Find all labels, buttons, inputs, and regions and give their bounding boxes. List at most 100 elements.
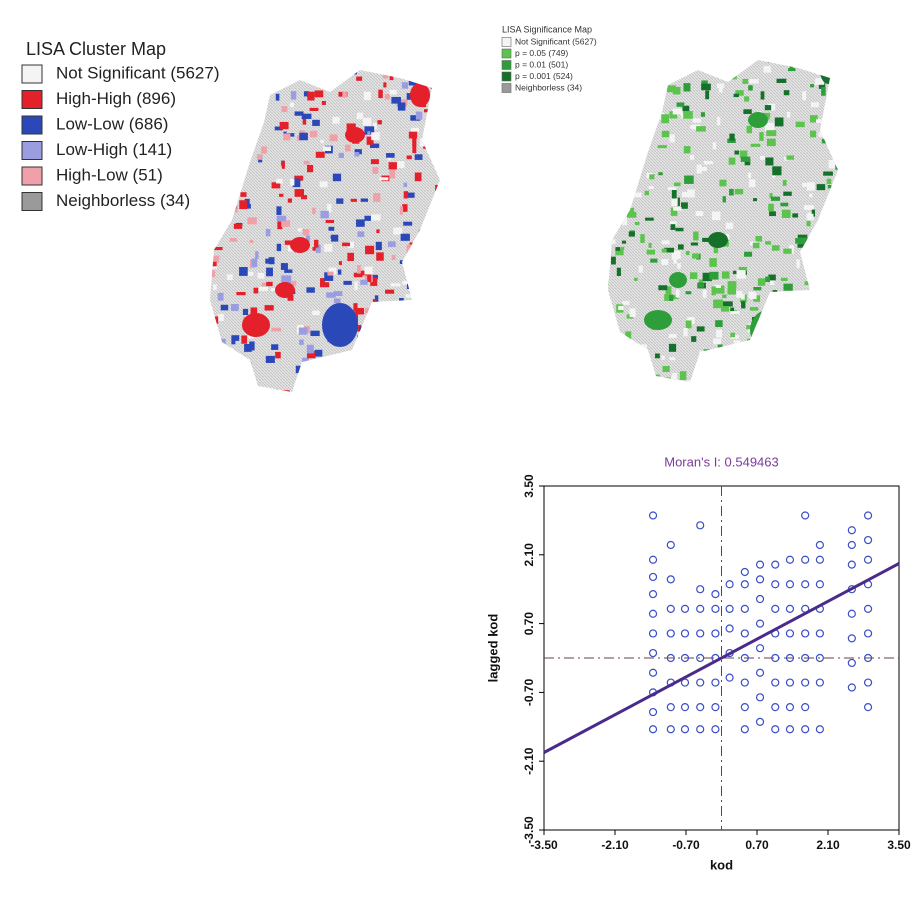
map-polygon [783,180,787,186]
map-polygon [212,342,216,346]
legend-label: Neighborless (34) [515,82,582,92]
point [650,709,657,716]
map-polygon [759,132,763,141]
map-polygon [816,119,826,123]
map-polygon [693,118,701,122]
point [865,556,872,563]
map-polygon [420,139,428,147]
map-polygon [640,234,644,243]
map-polygon [401,366,404,374]
map-polygon [718,344,723,347]
map-polygon [754,369,758,374]
map-polygon [334,358,338,362]
map-polygon [623,70,628,74]
map-polygon [227,274,233,280]
map-polygon [810,131,816,138]
map-polygon [418,229,427,233]
map-polygon [781,320,789,329]
point [697,679,704,686]
map-polygon [671,198,677,206]
map-polygon [326,220,334,223]
map-polygon [277,244,281,251]
map-polygon [705,91,709,100]
legend-swatch [22,65,42,83]
page: LISA Cluster MapNot Significant (5627)Hi… [0,0,916,901]
map-polygon [780,203,788,207]
map-polygon [765,241,771,244]
map-polygon [661,114,669,123]
map-polygon [378,90,382,98]
cluster-legend: LISA Cluster MapNot Significant (5627)Hi… [22,39,219,211]
map-polygon [425,131,433,135]
map-polygon [655,353,660,358]
map-polygon [427,322,435,328]
map-polygon [309,365,315,372]
map-polygon [342,243,350,247]
point [772,726,779,733]
map-polygon [804,250,811,254]
map-polygon [437,358,446,367]
map-polygon [388,241,396,247]
map-polygon [819,332,824,336]
map-polygon [829,317,836,324]
map-polygon [405,294,414,297]
point [848,561,855,568]
map-polygon [431,298,439,306]
legend-label: p = 0.05 (749) [515,48,568,58]
map-polygon [713,339,721,345]
map-polygon [432,385,435,393]
map-polygon [373,193,380,202]
map-polygon [335,387,344,393]
map-polygon [411,343,418,347]
map-polygon [354,152,359,156]
map-polygon [734,94,739,97]
map-polygon [769,321,773,325]
legend-label: Low-Low (686) [56,114,168,133]
map-polygon [629,85,633,89]
map-polygon [312,311,320,316]
map-cluster [410,83,430,107]
map-polygon [436,329,444,335]
map-polygon [402,281,406,285]
map-polygon [830,371,837,380]
map-polygon [320,140,323,143]
map-polygon [213,284,216,290]
map-polygon [397,161,404,168]
map-polygon [257,273,264,279]
map-polygon [217,154,224,160]
map-polygon [265,391,274,397]
map-polygon [265,305,274,310]
map-polygon [671,224,676,230]
legend-label: High-Low (51) [56,165,163,184]
map-polygon [818,132,827,137]
map-polygon [702,58,705,64]
point [786,726,793,733]
map-polygon [672,373,677,382]
map-polygon [246,147,254,151]
map-cluster [345,127,365,143]
map-polygon [380,355,383,360]
map-polygon [372,342,380,345]
map-polygon [753,198,757,201]
map-polygon [320,393,324,398]
point [757,596,764,603]
legend-label: p = 0.01 (501) [515,59,568,69]
map-polygon [310,331,319,336]
map-polygon [271,328,281,332]
map-polygon [371,132,379,140]
map-polygon [622,301,629,305]
map-polygon [306,287,314,292]
map-polygon [704,161,713,165]
map-polygon [604,151,610,155]
point [712,679,719,686]
map-polygon [730,333,735,338]
map-polygon [627,143,635,150]
point [848,541,855,548]
map-polygon [769,302,775,310]
map-polygon [271,344,278,350]
map-polygon [676,228,684,231]
map-polygon [711,380,717,386]
map-polygon [416,112,422,120]
map-polygon [622,241,626,244]
map-polygon [622,179,626,185]
